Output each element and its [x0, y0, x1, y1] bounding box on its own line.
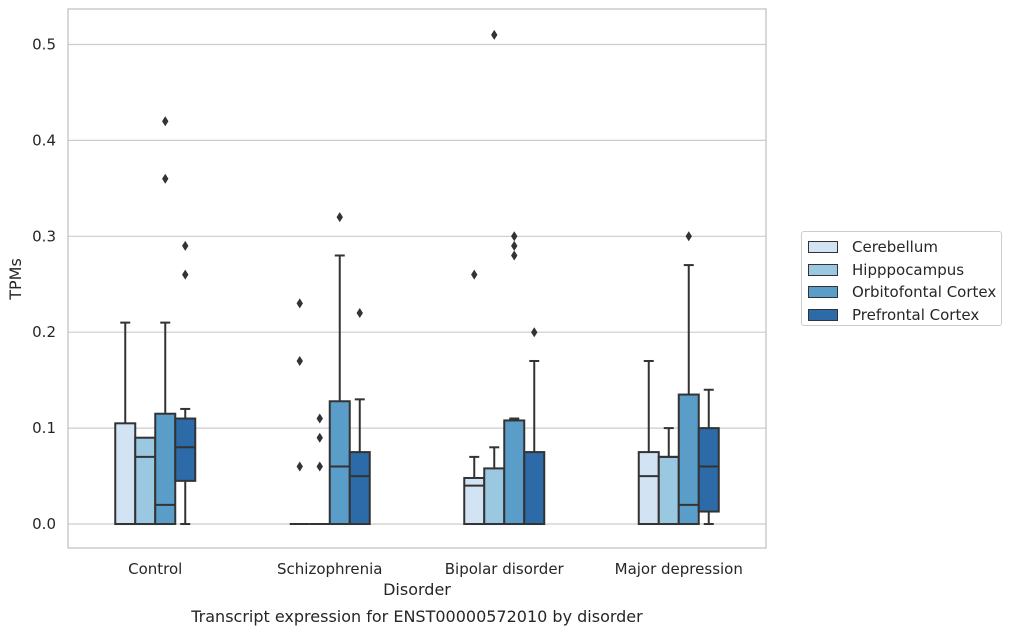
y-axis-ticks: 0.0 0.1 0.2 0.3 0.4 0.5	[32, 35, 56, 533]
y-tick-label: 0.4	[32, 131, 56, 149]
legend-swatch	[808, 308, 838, 321]
outlier-point	[531, 327, 538, 338]
box-group	[328, 212, 351, 526]
outlier-point	[316, 461, 323, 472]
box-group	[503, 231, 526, 526]
box-group	[637, 359, 660, 526]
legend-item: Hipppocampus	[802, 259, 1001, 282]
plot-area-frame	[67, 8, 767, 549]
y-tick-label: 0.0	[32, 515, 56, 533]
y-tick-label: 0.2	[32, 323, 56, 341]
box	[134, 436, 157, 526]
box-group	[289, 298, 310, 526]
outlier-point	[162, 173, 169, 184]
y-tick-label: 0.5	[32, 35, 56, 53]
legend-swatch	[808, 263, 838, 276]
box-group	[523, 327, 546, 526]
x-tick-label: Control	[128, 560, 182, 578]
outlier-point	[296, 355, 303, 366]
legend-swatch	[808, 286, 838, 299]
outlier-point	[685, 231, 692, 242]
y-axis-label: TPMs	[6, 258, 25, 301]
legend-item: Cerebellum	[802, 236, 1001, 259]
outlier-point	[162, 116, 169, 127]
box-group	[463, 269, 486, 526]
box	[657, 455, 680, 526]
box	[114, 422, 137, 526]
outlier-point	[296, 461, 303, 472]
box	[154, 412, 177, 526]
x-axis-label: Disorder	[383, 580, 451, 599]
outlier-point	[511, 250, 518, 261]
box-group	[483, 29, 506, 526]
legend-item: Orbitofontal Cortex	[802, 281, 1001, 304]
legend: Cerebellum Hipppocampus Orbitofontal Corte…	[801, 231, 1002, 326]
outlier-point	[336, 212, 343, 223]
outlier-point	[296, 298, 303, 309]
box	[174, 417, 197, 482]
outlier-point	[182, 240, 189, 251]
x-tick-label: Major depression	[615, 560, 743, 578]
x-tick-label: Schizophrenia	[277, 560, 382, 578]
box-group	[154, 116, 177, 526]
box	[637, 451, 660, 526]
outlier-point	[471, 269, 478, 280]
outlier-point	[511, 240, 518, 251]
box-group	[697, 388, 720, 526]
legend-label: Prefrontal Cortex	[852, 305, 980, 324]
outlier-point	[491, 29, 498, 40]
box-group	[114, 321, 137, 526]
y-tick-label: 0.1	[32, 419, 56, 437]
legend-label: Hipppocampus	[852, 260, 965, 279]
x-tick-label: Bipolar disorder	[445, 560, 565, 578]
box-group	[134, 436, 157, 526]
box-group	[309, 413, 330, 526]
y-tick-label: 0.3	[32, 227, 56, 245]
box-group	[657, 427, 680, 526]
legend-item: Prefrontal Cortex	[802, 304, 1001, 327]
legend-label: Orbitofontal Cortex	[852, 283, 997, 302]
outlier-point	[511, 231, 518, 242]
outlier-point	[356, 308, 363, 319]
legend-label: Cerebellum	[852, 238, 938, 257]
box	[328, 400, 351, 526]
boxes	[114, 29, 720, 526]
box-group	[677, 231, 700, 526]
box-group	[348, 308, 371, 526]
legend-swatch	[808, 241, 838, 254]
box	[483, 467, 506, 526]
box	[503, 419, 526, 526]
outlier-point	[316, 413, 323, 424]
box	[697, 427, 720, 513]
box	[348, 451, 371, 526]
box	[523, 451, 546, 526]
box-group	[174, 240, 197, 526]
chart-title: Transcript expression for ENST0000057201…	[190, 607, 643, 626]
outlier-point	[316, 432, 323, 443]
outlier-point	[182, 269, 189, 280]
x-axis-ticks: Control Schizophrenia Bipolar disorder Majo…	[128, 560, 743, 578]
